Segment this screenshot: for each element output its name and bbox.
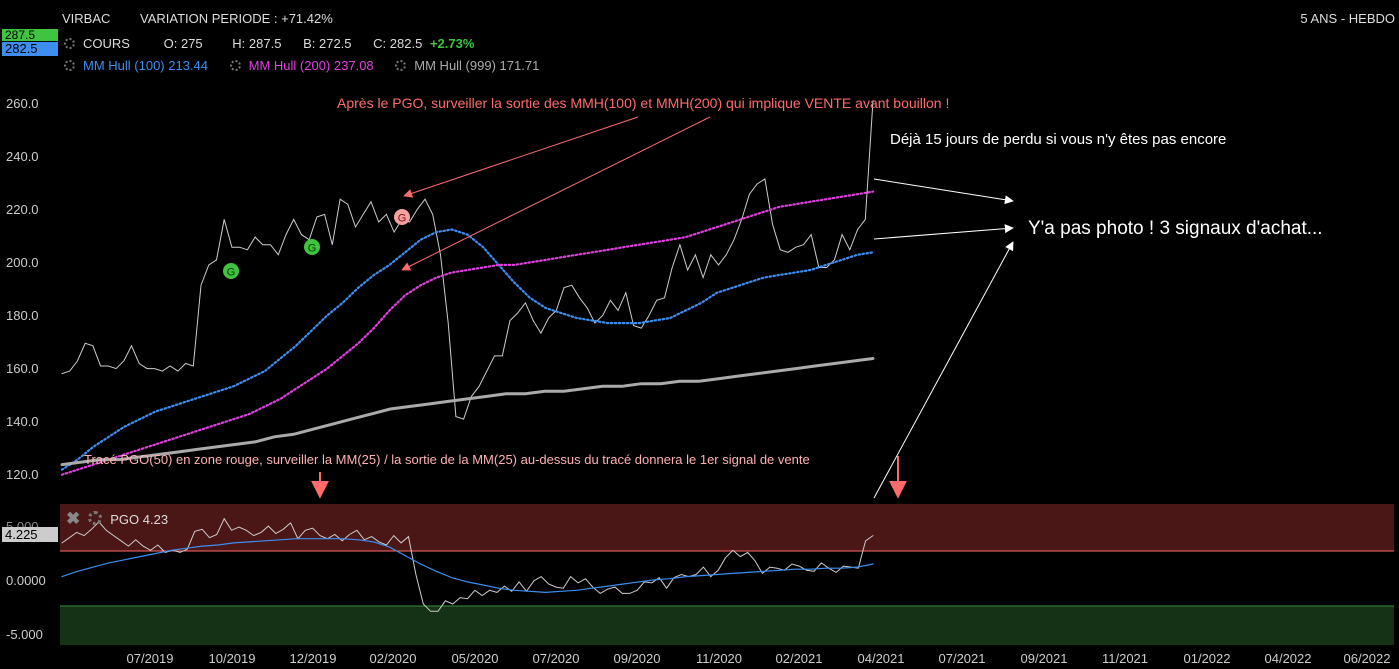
pgo-zones [60, 504, 1394, 645]
high-label: H: [232, 36, 246, 51]
open-label: O: [163, 36, 178, 51]
close-value: 282.5 [389, 36, 423, 51]
y-tick: 220.0 [6, 202, 39, 217]
hull200-value: 237.08 [333, 58, 374, 73]
x-tick: 04/2022 [1264, 651, 1312, 666]
sell-signal-letter: G [398, 213, 407, 225]
pgo-value-tag: 4.225 [2, 527, 58, 542]
x-tick: 07/2019 [126, 651, 174, 666]
close-label: C: [373, 36, 387, 51]
x-tick: 09/2020 [613, 651, 661, 666]
x-tick: 10/2019 [208, 651, 256, 666]
y-tick: 160.0 [6, 361, 39, 376]
open-value: 275 [180, 36, 203, 51]
x-tick: 11/2021 [1101, 651, 1149, 666]
high-value: 287.5 [248, 36, 282, 51]
y-tick: 260.0 [6, 96, 39, 111]
x-tick: 06/2022 [1343, 651, 1391, 666]
arrow-to-mmh100 [403, 116, 639, 198]
x-tick: 12/2019 [289, 651, 337, 666]
buy-signals-annotation: Y'a pas photo ! 3 signaux d'achat... [1028, 218, 1323, 239]
x-tick: 11/2020 [695, 651, 743, 666]
close-icon[interactable]: ✖ [66, 509, 81, 528]
signal-markers: G G G [223, 209, 410, 279]
series-line-mm-hull-100 [60, 228, 875, 471]
series-line-mm-hull-200 [60, 190, 875, 476]
series-line-pgo [61, 517, 874, 612]
sell-signal: G [394, 209, 410, 225]
oversold-zone [60, 606, 1394, 645]
hull999-value: 171.71 [499, 58, 540, 73]
buy-signal-2: G [304, 239, 320, 255]
pgo-y-tick: -5.000 [6, 627, 43, 642]
x-tick: 04/2021 [857, 651, 905, 666]
pgo-annotation: Après le PGO, surveiller la sortie des M… [337, 95, 950, 111]
arrow-to-mmh200 [401, 116, 711, 271]
cours-label: COURS [83, 36, 130, 51]
lost-days-annotation: Déjà 15 jours de perdu si vous n'y êtes … [890, 131, 1227, 148]
x-tick: 01/2022 [1183, 651, 1231, 666]
hull100-label[interactable]: MM Hull (100) [83, 58, 165, 73]
indicator-row: MM Hull (100) 213.44 MM Hull (200) 237.0… [64, 58, 539, 73]
pgo-y-tick: 0.0000 [6, 573, 46, 588]
pgo-value: 4.23 [142, 512, 169, 527]
hull200-label[interactable]: MM Hull (200) [248, 58, 331, 73]
overbought-zone [60, 504, 1394, 551]
y-tick: 120.0 [6, 467, 39, 482]
ticker-name: VIRBAC [62, 11, 111, 26]
y-tick: 200.0 [6, 255, 39, 270]
arrow-from-pgo [873, 241, 1014, 499]
hull200-settings-icon[interactable] [229, 60, 241, 71]
x-tick: 02/2020 [369, 651, 417, 666]
x-tick: 02/2021 [775, 651, 823, 666]
x-tick: 07/2020 [532, 651, 580, 666]
series-line-cours [61, 100, 874, 420]
y-tick: 180.0 [6, 308, 39, 323]
cours-settings-icon[interactable] [64, 38, 75, 49]
series-line-mm-hull-999 [60, 357, 875, 467]
hull100-settings-icon[interactable] [64, 60, 75, 71]
pgo-label: PGO [110, 512, 140, 527]
x-tick: 05/2020 [451, 651, 499, 666]
arrow-to-lost-days [873, 178, 1014, 205]
cours-row: COURS O: 275 H: 287.5 B: 272.5 C: 282.5 … [64, 36, 474, 51]
y-tick: 240.0 [6, 149, 39, 164]
pgo-header: ✖ PGO 4.23 [66, 509, 168, 529]
low-label: B: [303, 36, 316, 51]
period-variation: VARIATION PERIODE : +71.42% [140, 11, 333, 26]
hull999-label[interactable]: MM Hull (999) [414, 58, 496, 73]
x-tick: 09/2021 [1020, 651, 1068, 666]
low-value: 272.5 [318, 36, 352, 51]
change-value: +2.73% [429, 36, 475, 51]
series-line-mm-25 [61, 538, 874, 594]
period-selector[interactable]: 5 ANS - HEBDO [1300, 11, 1395, 26]
series-layer [60, 100, 875, 612]
hull100-value: 213.44 [168, 58, 209, 73]
hull999-settings-icon[interactable] [395, 60, 407, 71]
high-price-tag: 287.5 [2, 29, 58, 41]
buy-signal-2-letter: G [308, 243, 317, 255]
arrow-to-buy-signals [873, 224, 1014, 240]
y-tick: 140.0 [6, 414, 39, 429]
annotation-arrows [311, 116, 1014, 499]
gear-icon[interactable] [88, 511, 103, 525]
x-tick: 07/2021 [938, 651, 986, 666]
zone-annotation: Tracé PGO(50) en zone rouge, surveiller … [84, 452, 810, 467]
close-price-tag: 282.5 [2, 42, 58, 56]
buy-signal-1: G [223, 263, 239, 279]
buy-signal-1-letter: G [227, 267, 236, 279]
